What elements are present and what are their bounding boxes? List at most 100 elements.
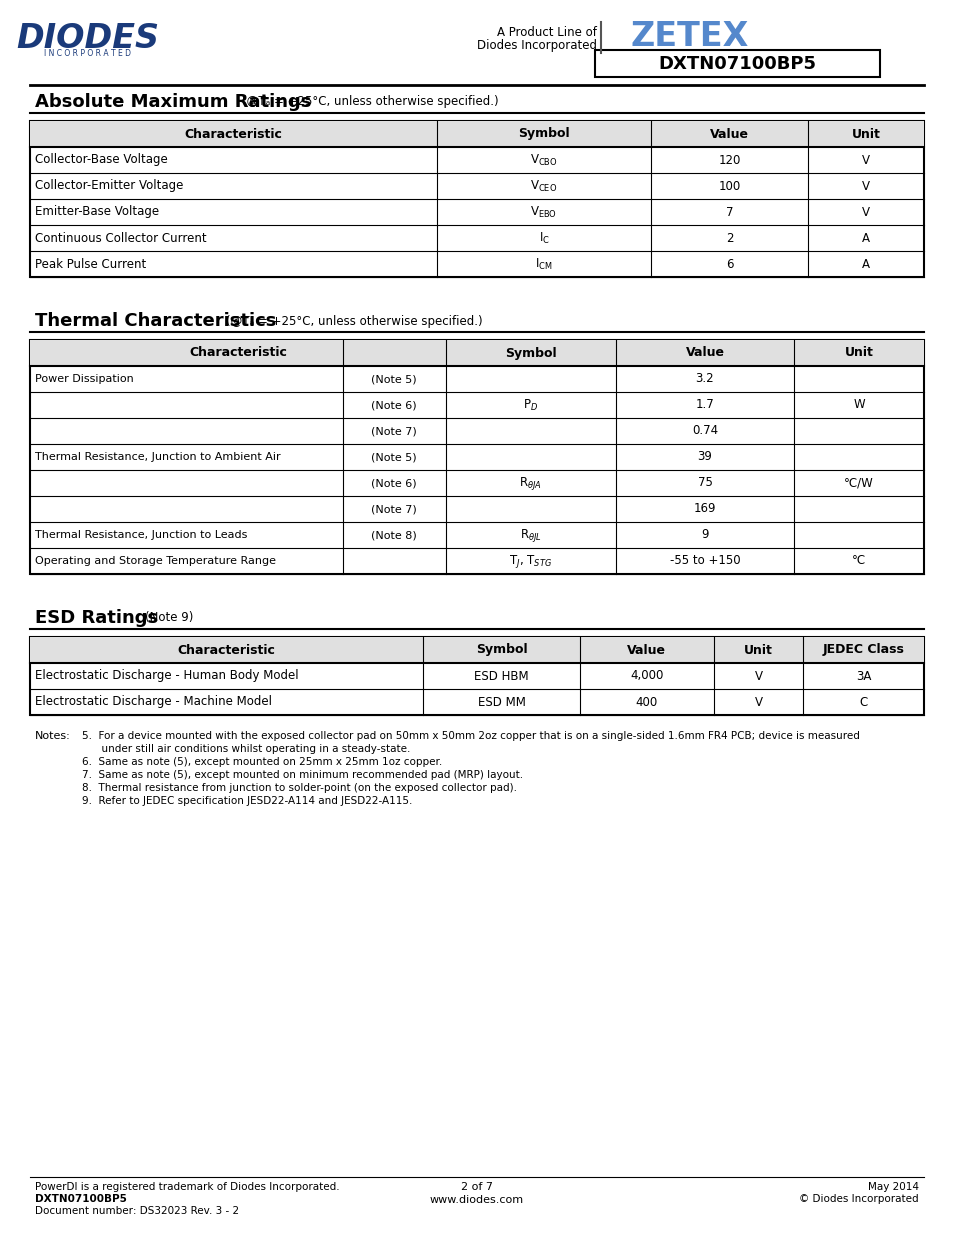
Text: Notes:: Notes: <box>35 731 71 741</box>
Text: V: V <box>861 179 869 193</box>
Text: 5.  For a device mounted with the exposed collector pad on 50mm x 50mm 2oz coppe: 5. For a device mounted with the exposed… <box>82 731 859 741</box>
Text: May 2014: May 2014 <box>867 1182 918 1192</box>
Text: 2 of 7: 2 of 7 <box>460 1182 493 1192</box>
Text: V$_{\sf CBO}$: V$_{\sf CBO}$ <box>530 152 558 168</box>
Text: 2: 2 <box>725 231 733 245</box>
Text: 8.  Thermal resistance from junction to solder-point (on the exposed collector p: 8. Thermal resistance from junction to s… <box>82 783 517 793</box>
Text: Characteristic: Characteristic <box>177 643 275 657</box>
Bar <box>30 340 923 574</box>
Text: (Note 6): (Note 6) <box>371 478 416 488</box>
Text: Thermal Resistance, Junction to Leads: Thermal Resistance, Junction to Leads <box>35 530 247 540</box>
Text: 6.  Same as note (5), except mounted on 25mm x 25mm 1oz copper.: 6. Same as note (5), except mounted on 2… <box>82 757 442 767</box>
Text: ESD HBM: ESD HBM <box>474 669 528 683</box>
Text: Electrostatic Discharge - Human Body Model: Electrostatic Discharge - Human Body Mod… <box>35 669 298 683</box>
Text: Collector-Base Voltage: Collector-Base Voltage <box>35 153 168 167</box>
Text: W: W <box>853 399 864 411</box>
Text: Value: Value <box>709 127 748 141</box>
Text: 9.  Refer to JEDEC specification JESD22-A114 and JESD22-A115.: 9. Refer to JEDEC specification JESD22-A… <box>82 797 412 806</box>
Bar <box>30 637 923 715</box>
Bar <box>30 121 923 147</box>
Text: Unit: Unit <box>851 127 880 141</box>
Text: (Note 5): (Note 5) <box>371 452 416 462</box>
Bar <box>30 340 923 366</box>
Text: Document number: DS32023 Rev. 3 - 2: Document number: DS32023 Rev. 3 - 2 <box>35 1207 239 1216</box>
Text: JEDEC Class: JEDEC Class <box>821 643 903 657</box>
Text: Continuous Collector Current: Continuous Collector Current <box>35 231 207 245</box>
Text: I N C O R P O R A T E D: I N C O R P O R A T E D <box>45 49 132 58</box>
Text: V: V <box>754 669 761 683</box>
Text: Absolute Maximum Ratings: Absolute Maximum Ratings <box>35 93 311 111</box>
Text: Value: Value <box>685 347 723 359</box>
Text: DXTN07100BP5: DXTN07100BP5 <box>35 1194 127 1204</box>
Text: I$_{\sf C}$: I$_{\sf C}$ <box>538 231 549 246</box>
Text: 7: 7 <box>725 205 733 219</box>
Text: R$_{\theta JA}$: R$_{\theta JA}$ <box>518 474 541 492</box>
Text: A: A <box>861 231 869 245</box>
Text: Diodes Incorporated: Diodes Incorporated <box>476 38 597 52</box>
Text: 0.74: 0.74 <box>691 425 718 437</box>
Text: 6: 6 <box>725 258 733 270</box>
Text: V: V <box>754 695 761 709</box>
Text: V: V <box>861 153 869 167</box>
Text: 9: 9 <box>700 529 708 541</box>
Text: ESD Ratings: ESD Ratings <box>35 609 158 627</box>
Text: (Note 9): (Note 9) <box>145 611 193 625</box>
Text: V: V <box>861 205 869 219</box>
Text: Unit: Unit <box>743 643 772 657</box>
Text: (Note 5): (Note 5) <box>371 374 416 384</box>
Text: Collector-Emitter Voltage: Collector-Emitter Voltage <box>35 179 183 193</box>
Text: V$_{\sf CEO}$: V$_{\sf CEO}$ <box>530 178 558 194</box>
Text: www.diodes.com: www.diodes.com <box>430 1195 523 1205</box>
Text: Power Dissipation: Power Dissipation <box>35 374 133 384</box>
Text: Operating and Storage Temperature Range: Operating and Storage Temperature Range <box>35 556 275 566</box>
Text: A Product Line of: A Product Line of <box>497 26 597 38</box>
Text: 7.  Same as note (5), except mounted on minimum recommended pad (MRP) layout.: 7. Same as note (5), except mounted on m… <box>82 769 522 781</box>
Text: (Note 7): (Note 7) <box>371 426 416 436</box>
Bar <box>30 121 923 277</box>
Text: (Note 7): (Note 7) <box>371 504 416 514</box>
Text: under still air conditions whilst operating in a steady-state.: under still air conditions whilst operat… <box>82 743 410 755</box>
Text: 120: 120 <box>718 153 740 167</box>
Text: Peak Pulse Current: Peak Pulse Current <box>35 258 146 270</box>
Text: 39: 39 <box>697 451 712 463</box>
Text: 75: 75 <box>697 477 712 489</box>
Text: Symbol: Symbol <box>476 643 527 657</box>
Text: DXTN07100BP5: DXTN07100BP5 <box>658 56 815 73</box>
Text: V$_{\sf EBO}$: V$_{\sf EBO}$ <box>530 205 557 220</box>
Text: Unit: Unit <box>843 347 873 359</box>
Text: 3.2: 3.2 <box>695 373 714 385</box>
Text: (@Tₐ = +25°C, unless otherwise specified.): (@Tₐ = +25°C, unless otherwise specified… <box>242 95 498 109</box>
Text: (Note 6): (Note 6) <box>371 400 416 410</box>
Text: 1.7: 1.7 <box>695 399 714 411</box>
Text: Value: Value <box>627 643 665 657</box>
Text: Electrostatic Discharge - Machine Model: Electrostatic Discharge - Machine Model <box>35 695 272 709</box>
Text: ZETEX: ZETEX <box>630 21 748 53</box>
Bar <box>30 637 923 663</box>
Bar <box>595 49 879 77</box>
Text: Characteristic: Characteristic <box>189 347 287 359</box>
Text: R$_{\theta JL}$: R$_{\theta JL}$ <box>519 526 541 543</box>
Text: Thermal Resistance, Junction to Ambient Air: Thermal Resistance, Junction to Ambient … <box>35 452 280 462</box>
Text: A: A <box>861 258 869 270</box>
Text: Thermal Characteristics: Thermal Characteristics <box>35 312 276 330</box>
Text: 3A: 3A <box>855 669 870 683</box>
Text: Emitter-Base Voltage: Emitter-Base Voltage <box>35 205 159 219</box>
Text: I$_{\sf CM}$: I$_{\sf CM}$ <box>535 257 552 272</box>
Text: ESD MM: ESD MM <box>477 695 525 709</box>
Text: PowerDI is a registered trademark of Diodes Incorporated.: PowerDI is a registered trademark of Dio… <box>35 1182 339 1192</box>
Text: © Diodes Incorporated: © Diodes Incorporated <box>799 1194 918 1204</box>
Text: Characteristic: Characteristic <box>184 127 282 141</box>
Text: 400: 400 <box>635 695 658 709</box>
Text: 4,000: 4,000 <box>630 669 663 683</box>
Text: T$_J$, T$_{STG}$: T$_J$, T$_{STG}$ <box>509 552 552 569</box>
Text: (Note 8): (Note 8) <box>371 530 416 540</box>
Text: (@Tₐ = +25°C, unless otherwise specified.): (@Tₐ = +25°C, unless otherwise specified… <box>226 315 482 327</box>
Text: °C/W: °C/W <box>843 477 873 489</box>
Text: 169: 169 <box>693 503 716 515</box>
Text: Symbol: Symbol <box>517 127 569 141</box>
Text: P$_D$: P$_D$ <box>522 398 537 412</box>
Text: 100: 100 <box>718 179 740 193</box>
Text: C: C <box>859 695 867 709</box>
Text: Symbol: Symbol <box>504 347 556 359</box>
Text: DIODES: DIODES <box>16 21 159 54</box>
